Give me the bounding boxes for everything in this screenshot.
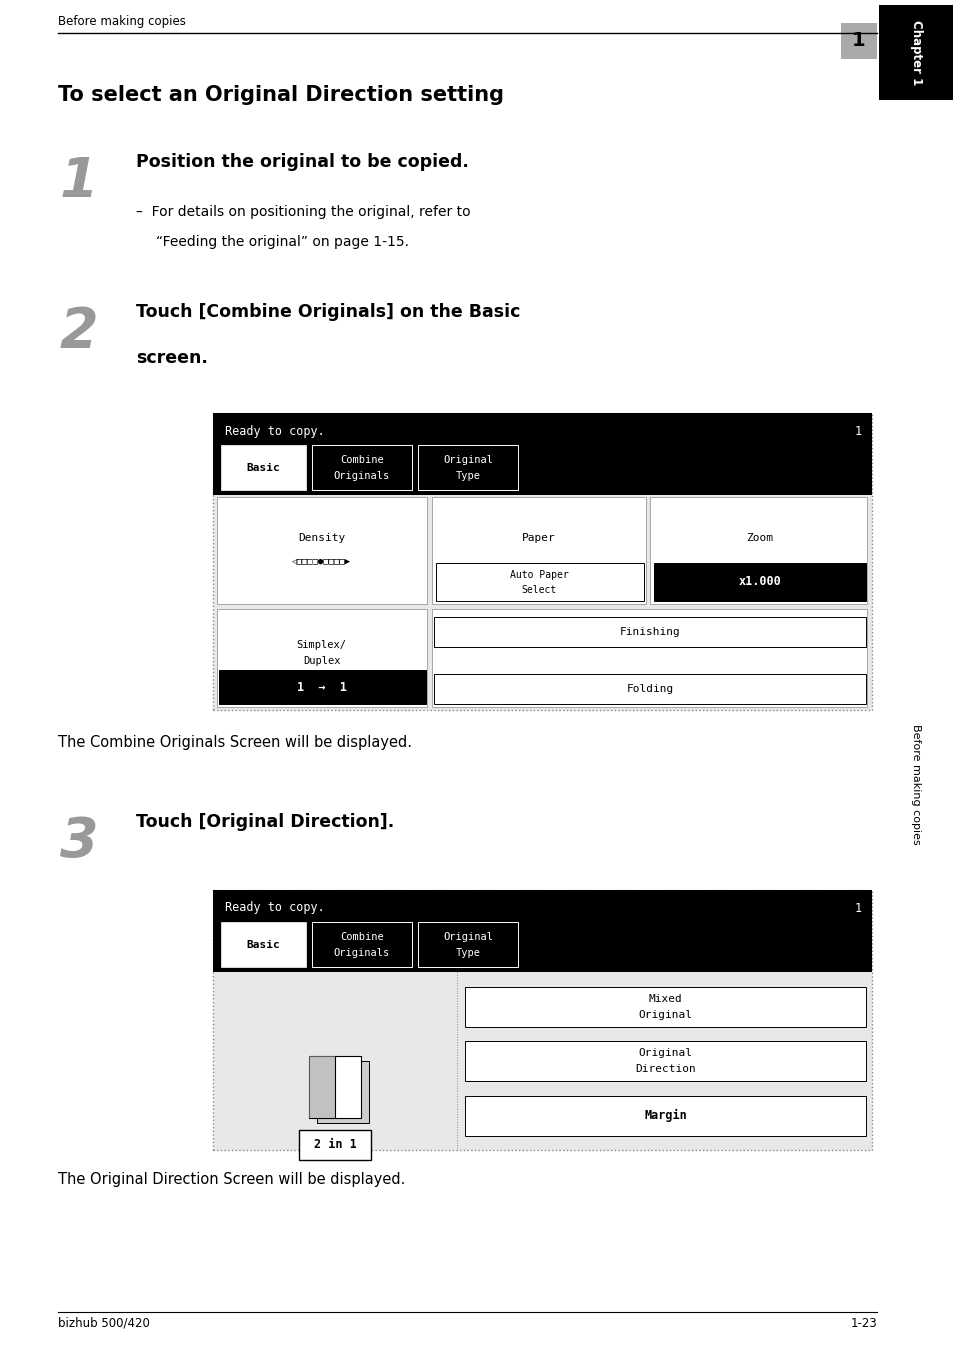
- Bar: [221, 445, 306, 489]
- Text: Mixed: Mixed: [648, 994, 681, 1003]
- Text: Combine: Combine: [340, 932, 383, 941]
- Text: 1: 1: [854, 902, 862, 914]
- Bar: [464, 1041, 865, 1082]
- Text: Combine: Combine: [340, 454, 383, 465]
- Bar: [316, 1061, 369, 1124]
- Bar: [417, 445, 517, 489]
- Text: 2: 2: [60, 306, 98, 360]
- Bar: [464, 1095, 865, 1136]
- Text: Chapter 1: Chapter 1: [909, 20, 923, 85]
- Bar: [417, 922, 517, 967]
- Bar: [464, 987, 865, 1026]
- Text: Original: Original: [638, 1010, 692, 1019]
- Text: 1  →  1: 1 → 1: [296, 680, 346, 694]
- Text: x1.000: x1.000: [738, 576, 781, 588]
- Text: screen.: screen.: [136, 349, 208, 366]
- Text: Touch [Original Direction].: Touch [Original Direction].: [136, 813, 394, 831]
- Text: The Combine Originals Screen will be displayed.: The Combine Originals Screen will be dis…: [58, 735, 412, 750]
- Text: “Feeding the original” on page 1-15.: “Feeding the original” on page 1-15.: [156, 235, 409, 249]
- Text: ◁□□□□●□□□□▶: ◁□□□□●□□□□▶: [292, 557, 351, 565]
- Text: bizhub 500/420: bizhub 500/420: [58, 1317, 150, 1330]
- Text: 1: 1: [60, 155, 98, 210]
- Text: Position the original to be copied.: Position the original to be copied.: [136, 153, 468, 170]
- Bar: [216, 608, 427, 707]
- Bar: [878, 5, 953, 100]
- Bar: [219, 671, 426, 704]
- Text: Finishing: Finishing: [619, 627, 679, 637]
- Text: Direction: Direction: [635, 1064, 695, 1073]
- Bar: [436, 562, 643, 600]
- Text: Ready to copy.: Ready to copy.: [225, 425, 324, 438]
- Text: Basic: Basic: [247, 940, 280, 949]
- Text: Density: Density: [297, 533, 345, 544]
- Text: 1: 1: [851, 31, 865, 50]
- Text: Touch [Combine Originals] on the Basic: Touch [Combine Originals] on the Basic: [136, 303, 519, 320]
- Text: To select an Original Direction setting: To select an Original Direction setting: [58, 85, 503, 105]
- Bar: [649, 498, 866, 604]
- Bar: [221, 922, 306, 967]
- Bar: [432, 498, 645, 604]
- Text: Originals: Originals: [334, 948, 390, 957]
- Text: Original: Original: [638, 1048, 692, 1059]
- Text: Original: Original: [442, 454, 493, 465]
- Text: Originals: Originals: [334, 470, 390, 480]
- Text: Auto Paper: Auto Paper: [509, 569, 568, 580]
- Text: Zoom: Zoom: [745, 533, 773, 544]
- Text: Before making copies: Before making copies: [58, 15, 186, 28]
- Text: Duplex: Duplex: [303, 657, 340, 667]
- Bar: [213, 412, 871, 710]
- Text: Basic: Basic: [247, 462, 280, 472]
- Bar: [213, 412, 871, 495]
- Bar: [841, 23, 876, 59]
- Text: Select: Select: [521, 585, 557, 595]
- Text: Simplex/: Simplex/: [296, 641, 346, 650]
- Text: –  For details on positioning the original, refer to: – For details on positioning the origina…: [136, 206, 470, 219]
- Bar: [432, 608, 866, 707]
- Bar: [309, 1056, 360, 1118]
- Text: Ready to copy.: Ready to copy.: [225, 902, 324, 914]
- Text: Before making copies: Before making copies: [910, 723, 921, 845]
- Text: Paper: Paper: [522, 533, 556, 544]
- Bar: [312, 922, 412, 967]
- Bar: [213, 890, 871, 972]
- Bar: [213, 890, 871, 1151]
- Bar: [309, 1056, 335, 1118]
- Bar: [434, 675, 865, 704]
- Text: Type: Type: [455, 470, 480, 480]
- Text: 1-23: 1-23: [849, 1317, 876, 1330]
- Text: 2 in 1: 2 in 1: [314, 1138, 355, 1152]
- Text: Folding: Folding: [626, 684, 673, 694]
- Bar: [312, 445, 412, 489]
- Text: Margin: Margin: [643, 1109, 686, 1122]
- Bar: [434, 617, 865, 646]
- Text: Original: Original: [442, 932, 493, 941]
- Text: 3: 3: [60, 815, 98, 869]
- Text: Type: Type: [455, 948, 480, 957]
- Text: The Original Direction Screen will be displayed.: The Original Direction Screen will be di…: [58, 1172, 405, 1187]
- Bar: [653, 562, 865, 600]
- Bar: [216, 498, 427, 604]
- Bar: [298, 1130, 371, 1160]
- Text: 1: 1: [854, 425, 862, 438]
